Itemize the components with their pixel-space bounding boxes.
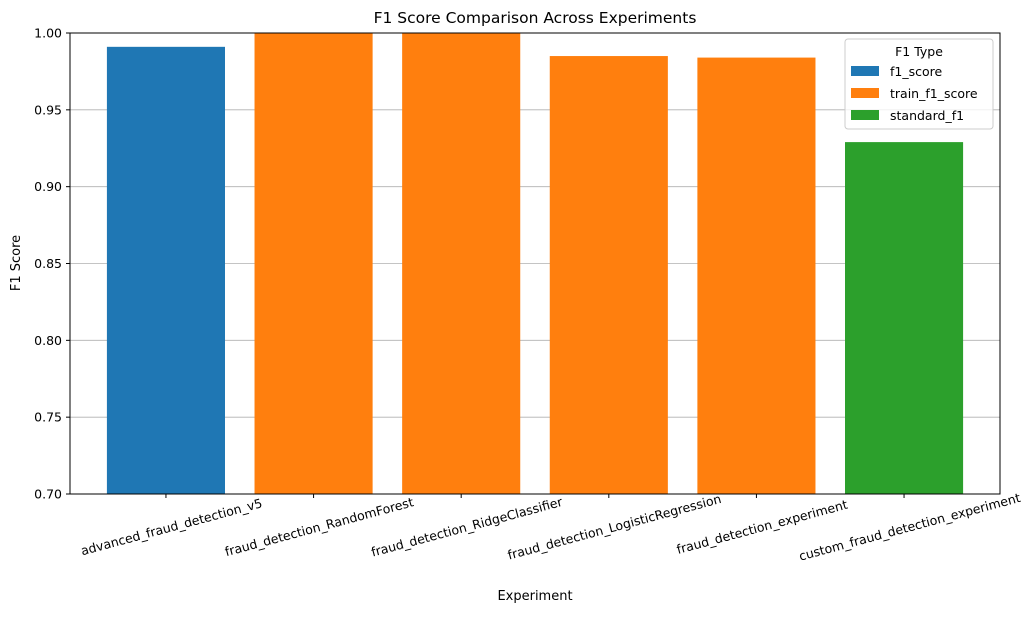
- x-axis-ticks: advanced_fraud_detection_v5fraud_detecti…: [79, 490, 1022, 564]
- y-axis-title: F1 Score: [9, 235, 24, 291]
- legend-box: [844, 38, 994, 130]
- bar: [845, 142, 964, 494]
- y-tick-label: 0.80: [34, 333, 62, 348]
- legend-swatch: [851, 110, 879, 120]
- y-tick-label: 1.00: [34, 26, 62, 41]
- bar: [106, 46, 225, 495]
- bar: [549, 56, 668, 495]
- bar: [402, 33, 521, 494]
- y-tick-label: 0.90: [34, 179, 62, 194]
- y-tick-label: 0.95: [34, 102, 62, 117]
- bars: [106, 33, 964, 495]
- y-tick-label: 0.70: [34, 487, 62, 502]
- legend-title: F1 Type: [895, 44, 943, 59]
- legend: F1 Type f1_score train_f1_score standard_f1: [844, 38, 994, 130]
- legend-label: standard_f1: [890, 108, 964, 123]
- bar: [254, 33, 373, 494]
- chart-title: F1 Score Comparison Across Experiments: [374, 9, 697, 27]
- legend-swatch: [851, 88, 879, 98]
- y-axis-ticks: 0.70 0.75 0.80 0.85 0.90 0.95 1.00: [34, 26, 70, 502]
- y-tick-label: 0.85: [34, 256, 62, 271]
- legend-label: train_f1_score: [890, 86, 978, 101]
- x-axis-title: Experiment: [497, 589, 572, 604]
- bar: [697, 57, 816, 494]
- legend-swatch: [851, 66, 879, 76]
- legend-label: f1_score: [890, 64, 943, 79]
- y-tick-label: 0.75: [34, 410, 62, 425]
